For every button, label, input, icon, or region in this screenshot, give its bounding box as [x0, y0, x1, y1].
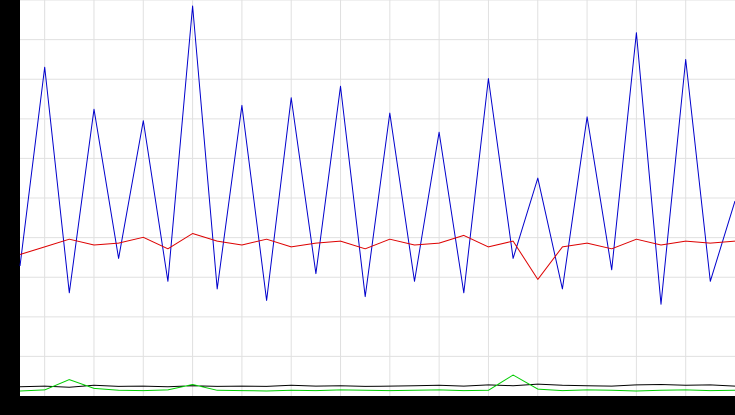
x-tick-label: 14:11 [523, 401, 552, 412]
y-tick-label: 4142 [6, 225, 17, 250]
grid [20, 0, 735, 396]
series-line-3 [19, 374, 735, 392]
x-tick-label: 14:10 [474, 401, 503, 412]
x-tick-label: 14:06 [277, 401, 306, 412]
y-tick-label: 6214 [6, 146, 17, 171]
x-tick-label: 14:08 [375, 401, 404, 412]
x-tick-label: 14:12 [573, 401, 602, 412]
series-group [19, 5, 735, 392]
y-tick-label: 9321 [6, 27, 17, 52]
x-tick-label: 14:13 [622, 401, 651, 412]
x-tick-label: 14:05 [227, 401, 256, 412]
y-tick-label: 8285 [6, 66, 17, 91]
x-tick-label: 14:07 [326, 401, 355, 412]
x-tick-label: 14:04 [178, 401, 207, 412]
y-tick-label: 5178 [6, 185, 17, 210]
series-line-2 [19, 383, 735, 388]
y-tick-label: 3107 [6, 264, 17, 289]
x-tick-label: 14:01 [30, 401, 59, 412]
y-tick-label: 0 [6, 389, 17, 395]
x-tick-label: 14:09 [425, 401, 454, 412]
x-tick-label: 14:14 [671, 401, 700, 412]
x-axis: 14:01 14:02 14:03 14:04 14:05 14:06 14:07 14:08… [30, 396, 700, 412]
y-tick-label: 7249 [6, 106, 17, 131]
x-tick-label: 14:03 [129, 401, 158, 412]
y-tick-label: 10357 [6, 0, 17, 32]
x-tick-label: 14:02 [80, 401, 109, 412]
series-line-0 [19, 5, 735, 305]
series-line-1 [19, 233, 735, 280]
y-tick-label: 2071 [6, 304, 17, 329]
y-axis: 0 1035 2071 3107 4142 5178 6214 7249 8285 9321103… [6, 0, 17, 395]
y-tick-label: 1035 [6, 344, 17, 369]
